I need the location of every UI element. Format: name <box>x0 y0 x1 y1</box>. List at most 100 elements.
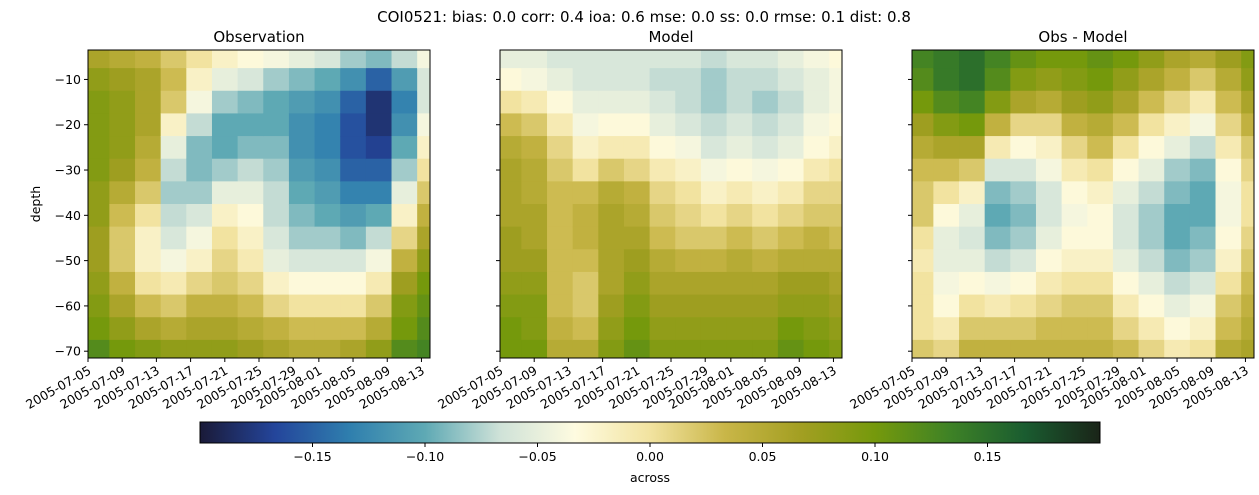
heatmap-cell <box>263 50 290 69</box>
heatmap-cell <box>777 294 805 318</box>
heatmap-cell <box>314 204 341 228</box>
heatmap-cell <box>959 90 986 115</box>
heatmap-cell <box>263 226 290 250</box>
heatmap-cell <box>263 158 290 182</box>
heatmap-cell <box>726 271 753 296</box>
heatmap-cell <box>417 136 430 160</box>
heatmap-cell <box>1138 249 1165 273</box>
heatmap-cell <box>912 136 934 160</box>
heatmap-cell <box>752 113 779 137</box>
heatmap-cell <box>572 271 599 296</box>
heatmap-cell <box>340 90 367 115</box>
heatmap-cell <box>500 204 522 228</box>
heatmap-cell <box>1112 136 1140 160</box>
heatmap-cell <box>1061 68 1088 92</box>
heatmap-cell <box>1215 271 1242 296</box>
heatmap-cell <box>675 249 702 273</box>
heatmap-cell <box>1087 249 1114 273</box>
heatmap-cell <box>1215 339 1242 358</box>
heatmap-cell <box>1241 204 1254 228</box>
heatmap-cell <box>1189 271 1217 296</box>
heatmap-cell <box>1138 136 1165 160</box>
heatmap-cell <box>365 339 393 358</box>
heatmap-cell <box>959 158 986 182</box>
y-tick-label: −20 <box>55 117 81 132</box>
heatmap-cell <box>500 294 522 318</box>
heatmap-cell <box>1112 226 1140 250</box>
heatmap-cell <box>547 339 574 358</box>
heatmap-cell <box>675 50 702 69</box>
heatmap-cell <box>675 181 702 205</box>
heatmap-cell <box>521 226 548 250</box>
heatmap-cell <box>649 136 676 160</box>
heatmap-cell <box>365 113 393 137</box>
heatmap-cell <box>700 90 728 115</box>
heatmap-cell <box>135 50 162 69</box>
heatmap-cell <box>288 339 316 358</box>
heatmap-cell <box>391 294 418 318</box>
heatmap-cell <box>340 339 367 358</box>
heatmap-cell <box>160 249 187 273</box>
heatmap-cell <box>1112 68 1140 92</box>
heatmap-cell <box>675 339 702 358</box>
heatmap-cell <box>160 68 187 92</box>
heatmap-cell <box>1241 158 1254 182</box>
heatmap-cell <box>135 294 162 318</box>
heatmap-cell <box>933 90 960 115</box>
heatmap-cell <box>649 50 676 69</box>
heatmap-cell <box>500 113 522 137</box>
heatmap-cell <box>598 113 625 137</box>
heatmap-cell <box>109 271 136 296</box>
heatmap-cell <box>391 181 418 205</box>
heatmap-cell <box>649 204 676 228</box>
heatmap-cell <box>288 50 316 69</box>
plot-frame-obs-minus-model <box>911 49 1255 359</box>
heatmap-cell <box>521 249 548 273</box>
heatmap-cell <box>1241 136 1254 160</box>
heatmap-cell <box>314 113 341 137</box>
heatmap-cell <box>1061 50 1088 69</box>
plot-frame-model <box>499 49 843 359</box>
heatmap-cell <box>391 317 418 341</box>
heatmap-cell <box>211 204 239 228</box>
heatmap-cell <box>186 204 213 228</box>
heatmap-cell <box>752 204 779 228</box>
heatmap-cell <box>135 249 162 273</box>
heatmap-cell <box>109 90 136 115</box>
heatmap-cell <box>340 317 367 341</box>
heatmap-cell <box>700 339 728 358</box>
heatmap-cell <box>623 339 651 358</box>
heatmap-cell <box>675 294 702 318</box>
heatmap-cell <box>1112 271 1140 296</box>
heatmap-cell <box>1241 50 1254 69</box>
heatmap-cell <box>186 181 213 205</box>
heatmap-cell <box>933 339 960 358</box>
heatmap-cell <box>547 249 574 273</box>
heatmap-cell <box>623 249 651 273</box>
heatmap-cell <box>1189 50 1217 69</box>
heatmap-cell <box>752 181 779 205</box>
heatmap-cell <box>109 50 136 69</box>
heatmap-cell <box>984 271 1011 296</box>
heatmap-cell <box>803 339 830 358</box>
heatmap-cell <box>1112 113 1140 137</box>
heatmap-cell <box>1010 294 1037 318</box>
heatmap-cell <box>752 339 779 358</box>
heatmap-cell <box>933 249 960 273</box>
heatmap-cell <box>777 181 805 205</box>
heatmap-cell <box>1138 181 1165 205</box>
heatmap-cell <box>1112 158 1140 182</box>
heatmap-cell <box>984 226 1011 250</box>
heatmap-cell <box>1035 339 1063 358</box>
heatmap-cell <box>263 113 290 137</box>
heatmap-cell <box>829 158 842 182</box>
heatmap-cell <box>521 90 548 115</box>
heatmap-cell <box>984 50 1011 69</box>
heatmap-cell <box>726 249 753 273</box>
heatmap-cell <box>391 226 418 250</box>
heatmap-cell <box>829 90 842 115</box>
heatmap-cell <box>572 226 599 250</box>
heatmap-cell <box>572 158 599 182</box>
heatmap-cell <box>1138 204 1165 228</box>
heatmap-cell <box>521 204 548 228</box>
